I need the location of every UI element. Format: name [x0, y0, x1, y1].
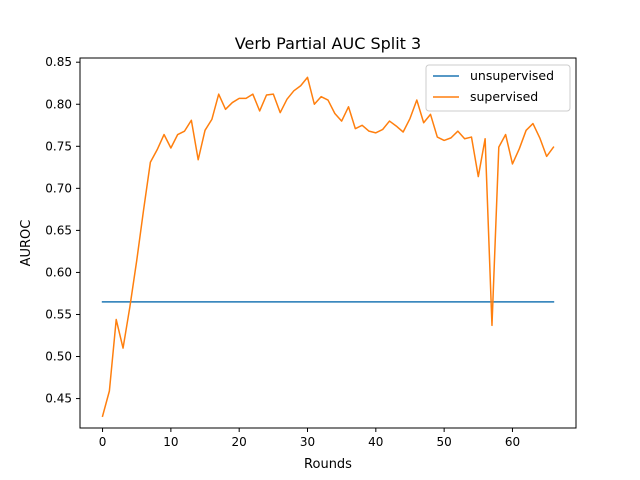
y-axis-label: AUROC	[19, 220, 34, 267]
y-tick-label: 0.45	[45, 392, 72, 406]
x-tick-label: 20	[232, 435, 247, 449]
y-tick-label: 0.70	[45, 181, 72, 195]
plot-frame	[79, 57, 577, 429]
y-tick-label: 0.65	[45, 223, 72, 237]
legend-label-supervised: supervised	[470, 89, 538, 104]
plot-area	[80, 58, 576, 428]
x-tick-label: 30	[300, 435, 315, 449]
x-axis-label: Rounds	[304, 457, 352, 472]
x-tick-label: 10	[163, 435, 178, 449]
y-tick-label: 0.60	[45, 265, 72, 279]
x-tick-label: 60	[505, 435, 520, 449]
legend-label-unsupervised: unsupervised	[470, 68, 554, 83]
x-tick-label: 40	[368, 435, 383, 449]
plot-background	[80, 58, 576, 428]
x-tick-label: 0	[99, 435, 107, 449]
axes: 0 10 20 30 40 50 60 0.45 0.50 0.55 0.60 0.65 0.70 0.7…	[45, 55, 577, 449]
chart-title: Verb Partial AUC Split 3	[235, 34, 421, 53]
x-tick-label: 50	[437, 435, 452, 449]
y-tick-label: 0.50	[45, 350, 72, 364]
series-line-supervised	[101, 76, 555, 418]
y-tick-label: 0.85	[45, 55, 72, 69]
y-tick-label: 0.55	[45, 307, 72, 321]
legend-box	[425, 64, 571, 112]
y-tick-label: 0.80	[45, 97, 72, 111]
legend: unsupervised supervised	[425, 64, 571, 112]
y-tick-label: 0.75	[45, 139, 72, 153]
